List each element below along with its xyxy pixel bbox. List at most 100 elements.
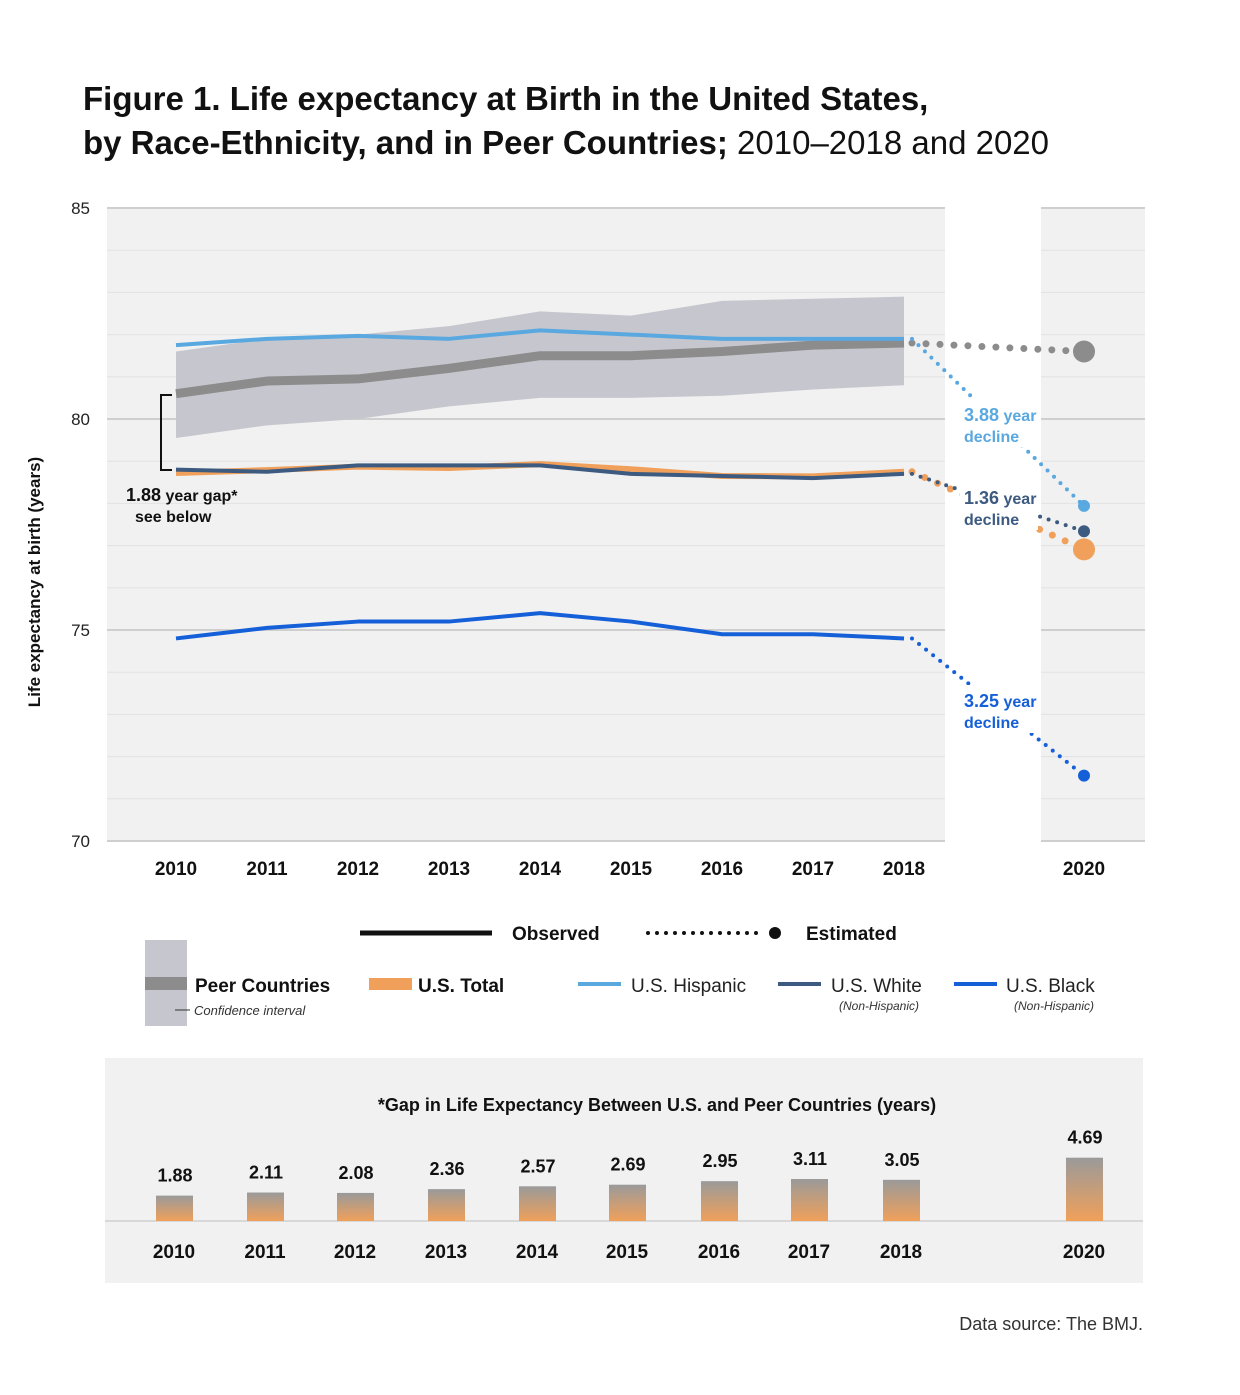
gap-subtext: see below [135, 509, 212, 526]
estimate-point-u-s-total [1073, 538, 1095, 561]
decline-annotation-hispanic: 3.88 year [964, 405, 1036, 425]
y-axis-label: Life expectancy at birth (years) [25, 457, 44, 707]
decline-value: 3.25 [964, 691, 999, 711]
legend-sublabel: (Non-Hispanic) [1014, 999, 1094, 1013]
gap-bar-label: 2.69 [610, 1155, 645, 1175]
gap-value: 1.88 [126, 485, 161, 505]
gap-bar [791, 1179, 828, 1221]
x-tick-label: 2013 [428, 859, 470, 880]
title-bold-part: by Race-Ethnicity, and in Peer Countries… [83, 124, 728, 161]
gap-x-tick-label: 2018 [880, 1242, 922, 1263]
decline-year-word: year [999, 408, 1036, 425]
decline-annotation-black: 3.25 year [964, 691, 1036, 711]
y-tick-label: 80 [71, 410, 90, 429]
y-tick-label: 75 [71, 621, 90, 640]
legend-estimated-point [769, 927, 781, 939]
title-line-1: Figure 1. Life expectancy at Birth in th… [83, 80, 928, 117]
x-tick-label: 2010 [155, 859, 197, 880]
series-line-peer-countries [175, 338, 905, 399]
estimate-dotted-peer-countries [908, 339, 1088, 355]
title-line-2: by Race-Ethnicity, and in Peer Countries… [83, 124, 1049, 161]
gap-x-tick-label: 2015 [606, 1242, 649, 1263]
decline-word: decline [964, 429, 1019, 446]
legend-label: Peer Countries [195, 976, 330, 997]
estimate-point-peer-countries [1073, 340, 1095, 363]
title-light-part: 2010–2018 and 2020 [728, 124, 1049, 161]
estimate-point-u-s-black [1078, 769, 1090, 782]
gap-bar [337, 1192, 374, 1221]
x-tick-label: 2016 [701, 859, 743, 880]
gap-x-tick-label: 2011 [244, 1242, 286, 1263]
gap-annotation: 1.88 year gap* [126, 485, 238, 505]
gap-bar [519, 1186, 556, 1221]
series-line-u-s-white [175, 463, 905, 481]
gap-x-tick-label: 2010 [153, 1242, 195, 1263]
decline-value: 1.36 [964, 488, 999, 508]
legend-label: U.S. White [831, 976, 922, 997]
legend-peer-swatch [145, 977, 187, 990]
annotation-bg [960, 482, 1038, 530]
legend-label: U.S. Total [418, 976, 504, 997]
gap-x-tick-label: 2017 [788, 1242, 830, 1263]
gap-x-tick-label: 2013 [425, 1242, 467, 1263]
gap-chart-background [105, 1058, 1143, 1283]
series-line-u-s-hispanic [175, 328, 904, 348]
decline-value: 3.88 [964, 405, 999, 425]
gap-bar-label: 2.08 [338, 1163, 373, 1183]
gap-bar [609, 1184, 646, 1221]
gap-bar [701, 1181, 738, 1221]
decline-annotation-white: 1.36 year [964, 488, 1036, 508]
x-tick-label: 2015 [610, 859, 653, 880]
legend-ci-label: Confidence interval [194, 1003, 306, 1018]
estimate-point-u-s-white [1078, 525, 1090, 538]
legend-sublabel: (Non-Hispanic) [839, 999, 919, 1013]
decline-word: decline [964, 512, 1019, 529]
legend-estimated-label: Estimated [806, 924, 897, 945]
x-tick-label: 2018 [883, 859, 925, 880]
plot-background-estimated [1041, 208, 1145, 841]
gap-bar-label: 4.69 [1067, 1128, 1102, 1148]
gap-bar-label: 2.57 [520, 1156, 555, 1176]
gap-bar-label: 1.88 [157, 1166, 192, 1186]
decline-year-word: year [999, 491, 1036, 508]
gap-x-tick-label: 2016 [698, 1242, 740, 1263]
decline-word: decline [964, 715, 1019, 732]
x-tick-label: 2014 [519, 859, 562, 880]
legend-observed-label: Observed [512, 924, 600, 945]
x-tick-label: 2011 [246, 859, 288, 880]
gap-bar-label: 2.36 [429, 1159, 464, 1179]
gap-bar-chart: *Gap in Life Expectancy Between U.S. and… [105, 1058, 1143, 1283]
gap-x-tick-label: 2012 [334, 1242, 376, 1263]
x-tick-label: 2020 [1063, 859, 1105, 880]
gap-x-tick-label: 2014 [516, 1242, 559, 1263]
decline-year-word: year [999, 694, 1036, 711]
gap-bar [156, 1195, 193, 1221]
gap-bar [1066, 1157, 1103, 1221]
legend: Observed Estimated Peer Countries Confidenc… [145, 924, 1095, 1026]
gap-bracket [160, 394, 172, 471]
legend-label: U.S. Hispanic [631, 976, 746, 997]
gap-bar [247, 1192, 284, 1221]
gap-bar-label: 3.05 [884, 1150, 919, 1170]
legend-us-total-swatch [369, 978, 412, 990]
estimate-point-u-s-hispanic [1078, 499, 1090, 512]
legend-label: U.S. Black [1006, 976, 1095, 997]
y-tick-label: 85 [71, 199, 90, 218]
estimate-dotted-u-s-total [908, 468, 1088, 553]
gap-bar-label: 3.11 [793, 1149, 827, 1169]
gap-chart-title: *Gap in Life Expectancy Between U.S. and… [378, 1095, 936, 1115]
annotation-bg [960, 685, 1038, 733]
gap-x-tick-label: 2020 [1063, 1242, 1105, 1263]
estimate-dotted-u-s-hispanic [910, 336, 1086, 508]
peer-confidence-band [176, 296, 904, 438]
annotation-bg [960, 399, 1038, 447]
gap-text: year gap* [161, 488, 238, 505]
gap-bar-label: 2.11 [249, 1163, 283, 1183]
gap-bar-label: 2.95 [702, 1151, 737, 1171]
series-line-u-s-black [175, 611, 905, 641]
x-tick-label: 2017 [792, 859, 834, 880]
y-tick-label: 70 [71, 832, 90, 851]
gap-bar [883, 1179, 920, 1221]
x-tick-label: 2012 [337, 859, 379, 880]
